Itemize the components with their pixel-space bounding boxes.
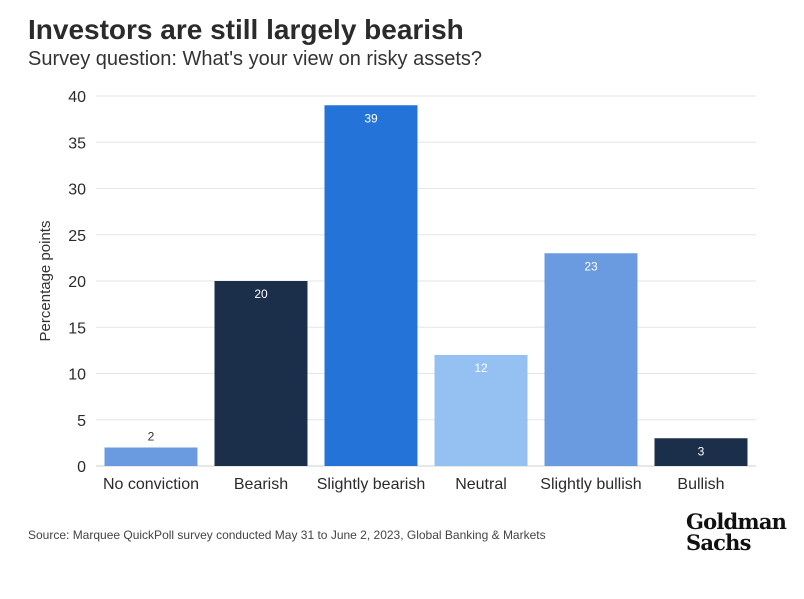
goldman-sachs-logo: Goldman Sachs — [686, 509, 787, 555]
bar-value-labels: 2 20 39 12 23 3 — [148, 111, 705, 458]
y-tick-label: 20 — [68, 274, 86, 291]
x-tick-label: Slightly bearish — [317, 476, 426, 493]
bar — [324, 105, 418, 466]
x-tick-label: Neutral — [455, 476, 507, 493]
y-tick-label: 30 — [68, 182, 86, 199]
bar-value-label: 3 — [698, 444, 705, 458]
bar-value-label: 23 — [584, 259, 598, 273]
y-tick-label: 35 — [68, 135, 86, 152]
y-tick-label: 25 — [68, 228, 86, 245]
bar — [214, 281, 308, 466]
bar-value-label: 20 — [254, 287, 268, 301]
x-tick-label: Bearish — [234, 476, 288, 493]
y-tick-label: 0 — [77, 459, 86, 476]
bar — [544, 253, 638, 466]
bars — [104, 105, 748, 466]
chart-subtitle: Survey question: What's your view on ris… — [28, 48, 483, 70]
bar-value-label: 39 — [364, 111, 378, 125]
y-tick-labels: 0 5 10 15 20 25 30 35 40 — [68, 89, 86, 476]
logo-line-1: Goldman — [686, 509, 787, 534]
y-tick-label: 10 — [68, 367, 86, 384]
bar — [654, 438, 748, 466]
gridlines — [96, 95, 756, 467]
source-note: Source: Marquee QuickPoll survey conduct… — [28, 528, 546, 542]
logo-line-2: Sachs — [686, 530, 751, 555]
y-tick-label: 40 — [68, 89, 86, 106]
y-axis-label: Percentage points — [37, 221, 54, 342]
x-tick-labels: No conviction Bearish Slightly bearish Neut… — [103, 476, 725, 493]
y-tick-label: 15 — [68, 320, 86, 337]
x-tick-label: Slightly bullish — [540, 476, 641, 493]
y-tick-label: 5 — [77, 413, 86, 430]
bar-value-label: 2 — [148, 430, 155, 444]
bar — [104, 447, 198, 466]
x-tick-label: Bullish — [677, 476, 724, 493]
chart-title: Investors are still largely bearish — [28, 14, 464, 45]
bar-value-label: 12 — [474, 361, 488, 375]
bar — [434, 355, 528, 466]
x-tick-label: No conviction — [103, 476, 199, 493]
